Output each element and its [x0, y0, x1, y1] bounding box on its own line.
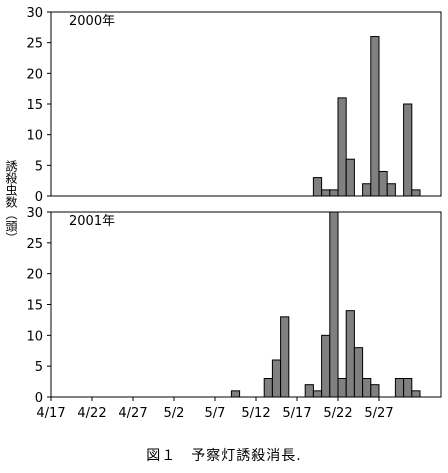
- y-tick-label: 0: [35, 391, 43, 406]
- x-tick-label: 5/7: [205, 406, 226, 421]
- x-tick-label: 4/27: [118, 406, 147, 421]
- y-tick-label: 5: [35, 159, 43, 174]
- bar: [411, 390, 421, 398]
- bar: [345, 158, 355, 197]
- bar: [321, 334, 331, 398]
- bar: [403, 103, 413, 197]
- y-tick-label: 25: [26, 37, 43, 52]
- bar: [411, 189, 421, 197]
- plot-frame: [50, 11, 442, 197]
- bar: [263, 378, 273, 398]
- plot-frame: [50, 211, 442, 398]
- bar: [353, 347, 364, 398]
- x-tick-label: 5/27: [364, 406, 393, 421]
- bar: [312, 390, 323, 398]
- bar: [362, 183, 372, 197]
- bar: [230, 390, 241, 398]
- bar: [394, 378, 405, 398]
- bar: [362, 378, 372, 398]
- y-tick-label: 15: [26, 98, 43, 113]
- x-tick-label: 5/22: [323, 406, 352, 421]
- y-tick-label: 30: [26, 6, 43, 21]
- figure-caption: 図１ 予察灯誘殺消長.: [146, 448, 302, 464]
- bar: [271, 359, 282, 398]
- bar: [386, 183, 396, 197]
- y-tick-label: 10: [26, 329, 43, 344]
- chart-panel-2001: 0 5 10 15 20 25 30 2001年: [26, 206, 442, 406]
- bar: [370, 36, 380, 197]
- bar: [304, 384, 314, 398]
- y-tick-label: 15: [26, 299, 43, 314]
- bar: [378, 170, 388, 197]
- bar: [329, 211, 339, 398]
- panel-year-label: 2001年: [69, 214, 115, 229]
- bar: [280, 316, 290, 398]
- bar: [321, 189, 331, 197]
- bar: [329, 189, 339, 197]
- x-axis: 4/17 4/22 4/27 5/2 5/7 5/12 5/17 5/22 5/27: [36, 397, 394, 421]
- bar: [345, 310, 355, 398]
- x-tick-label: 5/2: [164, 406, 185, 421]
- x-tick-label: 4/17: [36, 406, 65, 421]
- bar: [337, 97, 347, 197]
- y-tick-label: 30: [26, 206, 43, 221]
- bar: [337, 378, 347, 398]
- x-tick-label: 5/17: [282, 406, 311, 421]
- bar: [312, 177, 323, 197]
- y-tick-label: 25: [26, 237, 43, 252]
- y-tick-label: 20: [26, 268, 43, 283]
- y-tick-label: 5: [35, 360, 43, 375]
- y-tick-label: 10: [26, 129, 43, 144]
- chart-panel-2000: 0 5 10 15 20 25 30 2000年: [26, 6, 442, 205]
- y-tick-label: 0: [35, 190, 43, 205]
- x-tick-label: 4/22: [77, 406, 106, 421]
- x-tick-label: 5/12: [241, 406, 270, 421]
- bar: [403, 378, 413, 398]
- bar: [370, 384, 380, 398]
- y-tick-label: 20: [26, 67, 43, 82]
- panel-year-label: 2000年: [69, 14, 115, 29]
- y-axis-label: 誘殺虫数（頭）: [4, 160, 18, 244]
